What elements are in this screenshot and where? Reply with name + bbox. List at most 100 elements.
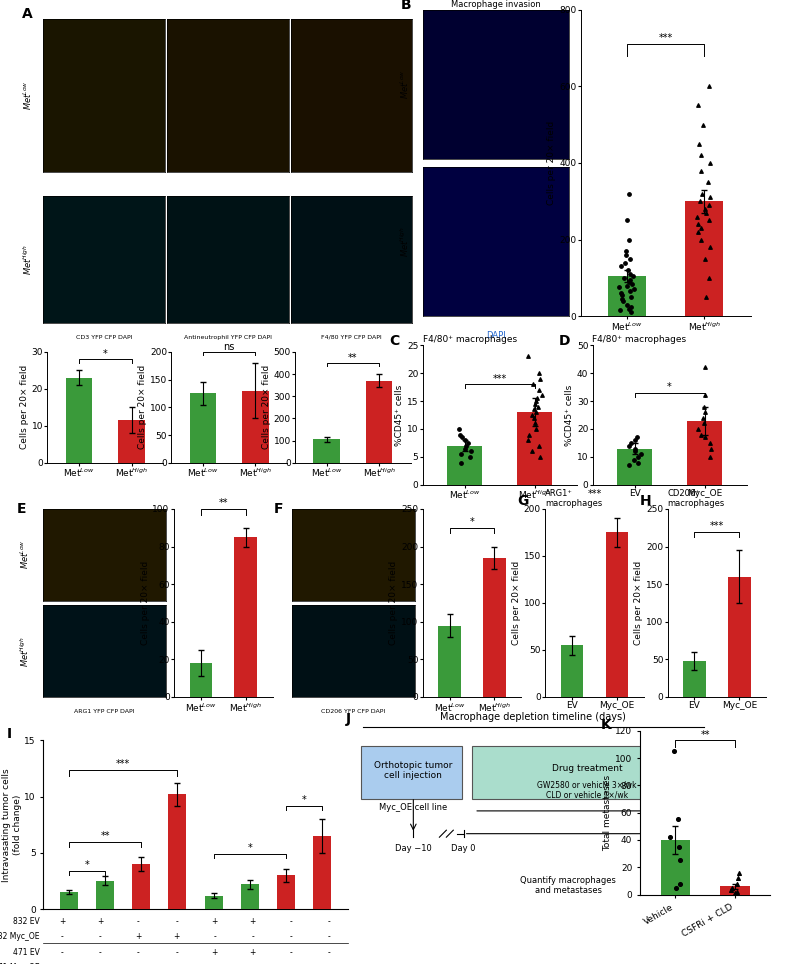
Point — [726, 880, 739, 896]
Point — [674, 876, 687, 892]
Title: Macrophage invasion: Macrophage invasion — [451, 0, 540, 9]
Bar — [561, 645, 583, 697]
Text: +: + — [173, 932, 179, 941]
Text: Day 0: Day 0 — [451, 844, 476, 853]
Point — [698, 251, 711, 266]
Text: K: K — [601, 717, 611, 732]
Point — [536, 388, 548, 403]
Point — [530, 421, 543, 437]
Point — [616, 293, 629, 308]
Point — [692, 217, 705, 232]
Point — [527, 410, 540, 425]
Point — [623, 301, 635, 316]
Point — [533, 371, 546, 387]
Text: B: B — [401, 0, 412, 12]
Y-axis label: Cells per 20× field: Cells per 20× field — [634, 561, 643, 645]
Text: -: - — [251, 932, 254, 941]
Text: *: * — [103, 349, 107, 359]
Text: +: + — [250, 948, 256, 956]
Text: +: + — [212, 948, 218, 956]
Point — [532, 382, 545, 397]
Point — [625, 305, 638, 320]
Text: I: I — [7, 727, 12, 741]
Point — [465, 443, 477, 459]
Text: DAPI: DAPI — [486, 332, 506, 340]
Text: Antineutrophil YFP CFP DAPI: Antineutrophil YFP CFP DAPI — [184, 335, 272, 339]
Point — [523, 427, 536, 442]
Text: H: H — [640, 494, 652, 508]
Bar — [190, 393, 216, 463]
Point — [698, 405, 711, 420]
Point — [529, 415, 541, 431]
Point — [703, 213, 716, 228]
Point — [699, 388, 712, 403]
Point — [694, 163, 707, 178]
Y-axis label: Cells per 20× field: Cells per 20× field — [547, 120, 556, 205]
Point — [664, 830, 676, 845]
Y-axis label: Total metastases: Total metastases — [604, 775, 612, 850]
Bar — [190, 663, 212, 697]
Point — [704, 155, 717, 171]
Text: -: - — [327, 917, 330, 925]
Point — [627, 268, 640, 283]
Text: D: D — [559, 334, 570, 348]
Bar — [366, 381, 393, 463]
Point — [698, 201, 711, 217]
Text: Quantify macrophages
and metastases: Quantify macrophages and metastases — [520, 875, 616, 896]
Point — [522, 349, 535, 364]
Point — [730, 884, 743, 899]
Bar — [683, 661, 705, 697]
Text: ***: *** — [116, 759, 130, 769]
Point — [624, 299, 637, 314]
Text: G: G — [517, 494, 529, 508]
Text: Met$^{High}$: Met$^{High}$ — [21, 244, 34, 275]
Point — [732, 870, 744, 886]
Text: +: + — [135, 932, 141, 941]
Point — [623, 283, 636, 299]
Bar — [687, 420, 722, 485]
Point — [628, 441, 641, 456]
Point — [623, 232, 635, 248]
Text: GW2580 or vehicle 3×/wk: GW2580 or vehicle 3×/wk — [537, 780, 637, 790]
Text: CD206 YFP CFP DAPI: CD206 YFP CFP DAPI — [322, 709, 386, 713]
Point — [625, 436, 638, 451]
Point — [728, 886, 741, 901]
Point — [621, 297, 634, 312]
Point — [702, 270, 715, 285]
Point — [693, 194, 705, 209]
Text: **: ** — [100, 831, 110, 841]
Point — [456, 430, 468, 445]
Bar — [118, 420, 145, 463]
Point — [615, 285, 627, 301]
Text: *: * — [302, 795, 307, 805]
Text: -: - — [289, 917, 292, 925]
Point — [703, 436, 716, 451]
Text: 471 EV: 471 EV — [13, 948, 40, 956]
Point — [532, 399, 544, 415]
Point — [460, 438, 472, 453]
Text: +: + — [250, 917, 256, 925]
Y-axis label: Cells per 20× field: Cells per 20× field — [138, 365, 147, 449]
Point — [619, 243, 632, 258]
Y-axis label: %CD45⁺ cells: %CD45⁺ cells — [565, 385, 574, 445]
Text: F4/80⁺ macrophages: F4/80⁺ macrophages — [592, 335, 687, 344]
Bar — [60, 893, 78, 909]
Point — [670, 880, 683, 896]
Point — [629, 443, 641, 459]
Text: Day 14: Day 14 — [675, 844, 705, 853]
Text: -: - — [289, 932, 292, 941]
Text: ***: *** — [492, 374, 507, 384]
Point — [627, 281, 640, 297]
Text: Met$^{High}$: Met$^{High}$ — [399, 227, 411, 256]
Text: **: ** — [348, 353, 358, 362]
Point — [700, 205, 713, 221]
Point — [672, 812, 684, 827]
Point — [628, 433, 641, 448]
Text: -: - — [137, 948, 140, 956]
Point — [619, 247, 632, 262]
Text: Met$^{Low}$: Met$^{Low}$ — [21, 81, 34, 110]
Point — [624, 266, 637, 281]
Point — [694, 221, 707, 236]
Point — [534, 449, 547, 465]
Point — [528, 402, 540, 417]
